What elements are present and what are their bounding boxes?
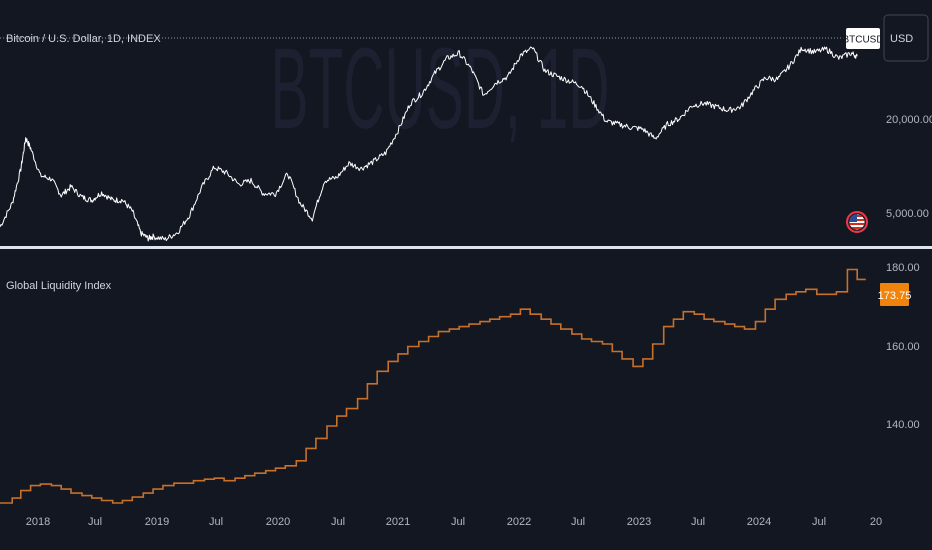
top-y-tick: 20,000.00 (886, 114, 932, 126)
bottom-y-tick: 180.00 (886, 262, 920, 274)
symbol-badge-bg (846, 28, 880, 49)
top-pane-title: Bitcoin / U.S. Dollar, 1D, INDEX (6, 33, 161, 45)
x-tick: Jul (691, 516, 705, 528)
bottom-y-tick: 160.00 (886, 341, 920, 353)
time-axis[interactable]: 2018 Jul 2019 Jul 2020 Jul 2021 Jul 2022… (26, 516, 882, 528)
currency-button-label: USD (890, 33, 913, 45)
x-tick: 2020 (266, 516, 290, 528)
top-y-tick: 5,000.00 (886, 208, 929, 220)
x-tick: 2022 (507, 516, 531, 528)
symbol-badge: BTCUSD (842, 35, 883, 46)
x-tick: 2023 (627, 516, 651, 528)
pane-divider[interactable] (0, 246, 932, 249)
x-tick: Jul (88, 516, 102, 528)
x-tick: Jul (209, 516, 223, 528)
x-tick: 2024 (747, 516, 771, 528)
x-tick: 2019 (145, 516, 169, 528)
x-tick: Jul (331, 516, 345, 528)
gli-last-value: 173.75 (878, 290, 912, 302)
x-tick: 20 (870, 516, 882, 528)
btc-price-line (0, 46, 858, 242)
btc-price-layer (0, 46, 858, 242)
us-flag-icon[interactable] (846, 211, 868, 233)
x-tick: Jul (812, 516, 826, 528)
x-tick: Jul (571, 516, 585, 528)
x-tick: 2018 (26, 516, 50, 528)
bottom-y-tick: 140.00 (886, 419, 920, 431)
gli-step-line (0, 268, 866, 504)
gli-layer (0, 268, 866, 504)
x-tick: Jul (451, 516, 465, 528)
symbol-watermark: BTCUSD, 1D (270, 25, 609, 153)
gli-last-value-badge (880, 283, 909, 306)
bottom-pane-title: Global Liquidity Index (6, 280, 112, 292)
currency-button[interactable] (883, 14, 929, 62)
x-tick: 2021 (386, 516, 410, 528)
